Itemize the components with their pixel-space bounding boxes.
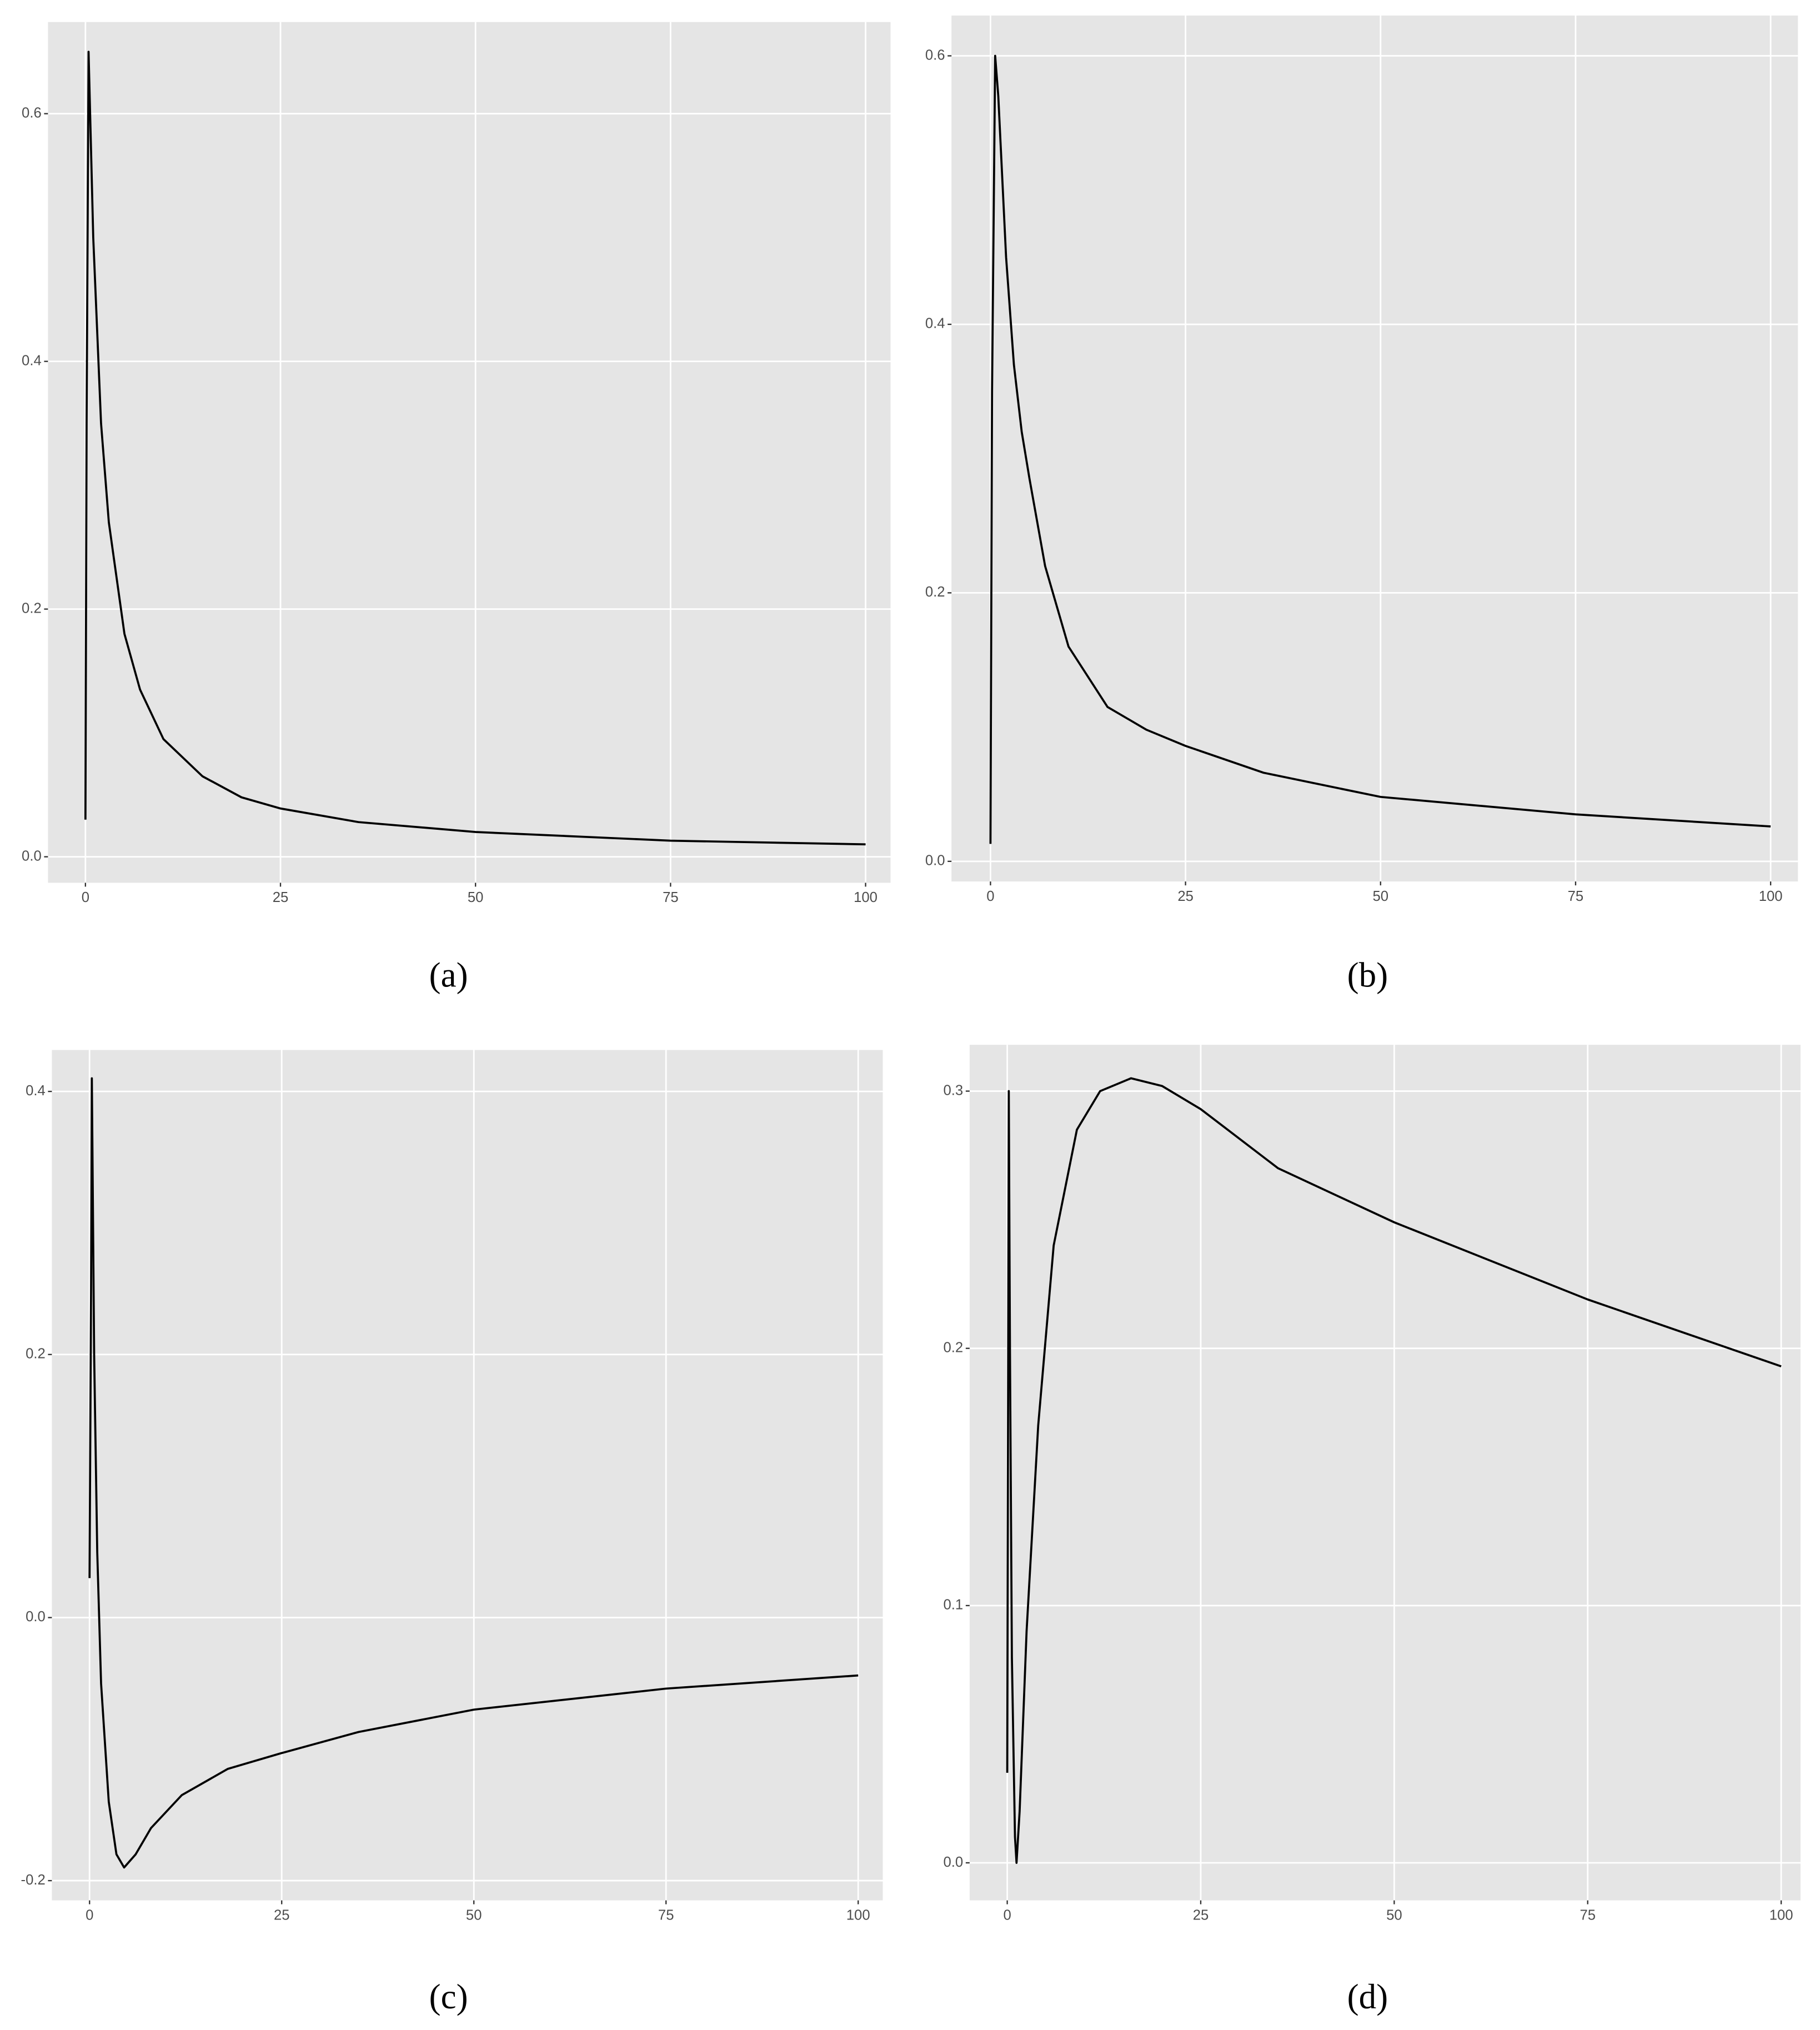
y-tick-label: 0.0 (22, 848, 42, 864)
y-tick-label: 0.2 (26, 1346, 46, 1362)
x-tick-label: 100 (846, 1907, 870, 1923)
x-tick-label: 25 (1177, 889, 1194, 904)
x-tick-label: 0 (86, 1907, 93, 1923)
x-tick-label: 25 (274, 1907, 290, 1923)
y-tick-label: 0.6 (22, 105, 42, 121)
panel-caption: (b) (1347, 956, 1388, 995)
panel-background (951, 16, 1798, 882)
y-tick-label: 0.2 (22, 600, 42, 616)
x-tick-label: 75 (663, 890, 679, 905)
y-tick-label: 0.6 (925, 47, 945, 63)
x-tick-label: 50 (1386, 1907, 1402, 1923)
y-tick-label: 0.0 (26, 1609, 46, 1625)
curve (88, 1077, 859, 1869)
panel-background (48, 22, 891, 883)
x-tick-label: 75 (1568, 889, 1584, 904)
x-tick-label: 25 (273, 890, 289, 905)
y-tick-label: 0.2 (925, 584, 945, 600)
x-tick-label: 0 (82, 890, 89, 905)
panel-caption: (c) (429, 1977, 468, 2016)
panel-caption: (d) (1347, 1977, 1388, 2016)
x-tick-label: 75 (658, 1907, 674, 1923)
y-tick-label: 0.4 (26, 1083, 46, 1099)
curve (84, 51, 866, 846)
y-tick-label: -0.2 (21, 1872, 46, 1888)
x-tick-label: 50 (468, 890, 484, 905)
x-tick-label: 0 (1003, 1907, 1011, 1923)
y-tick-label: 0.2 (944, 1340, 964, 1355)
panel-background (969, 1045, 1801, 1901)
x-tick-label: 100 (854, 890, 878, 905)
y-tick-label: 0.3 (944, 1082, 964, 1098)
x-tick-label: 75 (1580, 1907, 1596, 1923)
x-tick-label: 50 (466, 1907, 482, 1923)
y-tick-label: 0.0 (944, 1854, 964, 1870)
curve (1006, 1077, 1782, 1864)
x-tick-label: 25 (1193, 1907, 1209, 1923)
y-tick-label: 0.4 (925, 316, 945, 332)
x-tick-label: 100 (1759, 889, 1783, 904)
panel-background (52, 1050, 883, 1901)
curve (989, 54, 1771, 844)
y-tick-label: 0.0 (925, 853, 945, 869)
y-tick-label: 0.1 (944, 1597, 964, 1613)
x-tick-label: 0 (986, 889, 994, 904)
x-tick-label: 100 (1769, 1907, 1793, 1923)
panel-caption: (a) (429, 956, 468, 995)
x-tick-label: 50 (1372, 889, 1388, 904)
y-tick-label: 0.4 (22, 353, 42, 368)
